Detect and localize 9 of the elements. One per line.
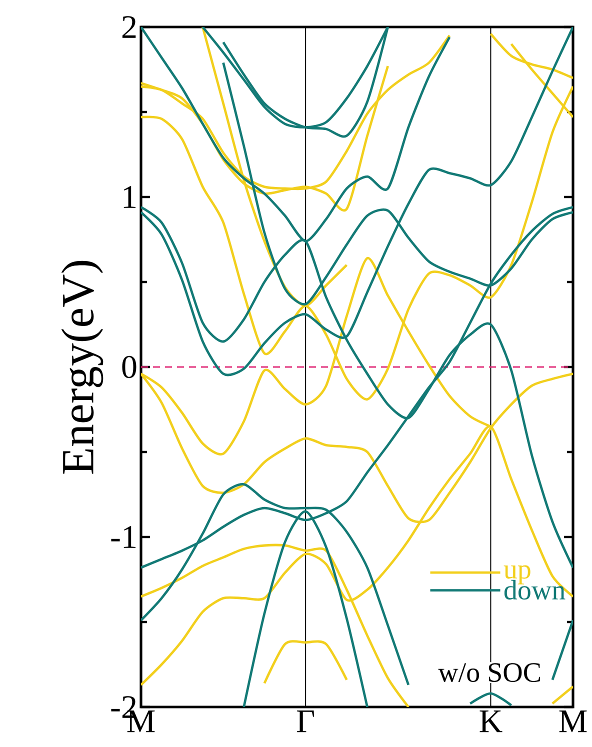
y-axis-title: Energy(eV): [61, 260, 104, 474]
y-tick-label: 2: [122, 16, 136, 38]
annotation: w/o SOC: [438, 663, 540, 682]
y-tick-label: -1: [111, 526, 136, 548]
x-tick-label: K: [480, 710, 502, 732]
y-tick-label: 1: [124, 186, 136, 208]
y-tick-label: 0: [122, 356, 136, 378]
x-tick-label: M: [559, 710, 587, 732]
x-tick-label: Γ: [296, 710, 314, 732]
